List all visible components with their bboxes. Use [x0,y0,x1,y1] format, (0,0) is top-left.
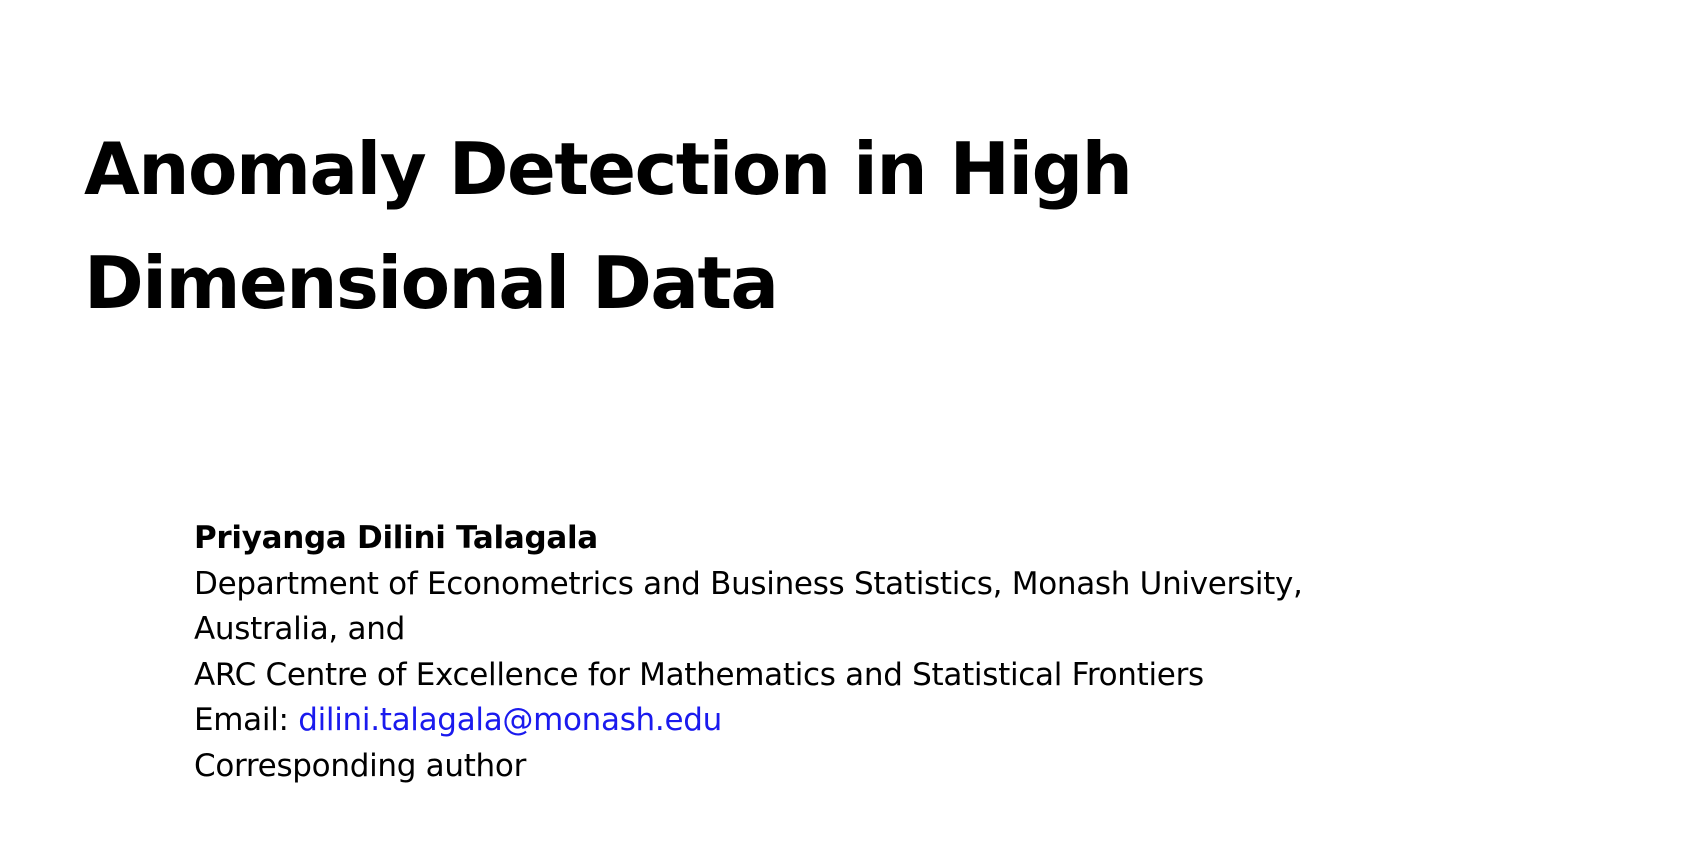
paper-title-line-2: Dimensional Data [84,241,779,325]
paper-title-line-1: Anomaly Detection in High [84,127,1133,211]
author-name: Priyanga Dilini Talagala [194,520,598,556]
paper-title: Anomaly Detection in High Dimensional Da… [84,112,1384,340]
affiliation-line-1: Department of Econometrics and Business … [194,565,1303,602]
corresponding-author-note: Corresponding author [194,747,527,784]
email-line: Email: dilini.talagala@monash.edu [194,698,1303,744]
affiliation-line-2: Australia, and [194,611,405,647]
email-link[interactable]: dilini.talagala@monash.edu [298,702,722,738]
affiliation-line-3: ARC Centre of Excellence for Mathematics… [194,656,1204,693]
email-label: Email: [194,702,289,738]
author-block: Priyanga Dilini Talagala Department of E… [194,516,1303,789]
